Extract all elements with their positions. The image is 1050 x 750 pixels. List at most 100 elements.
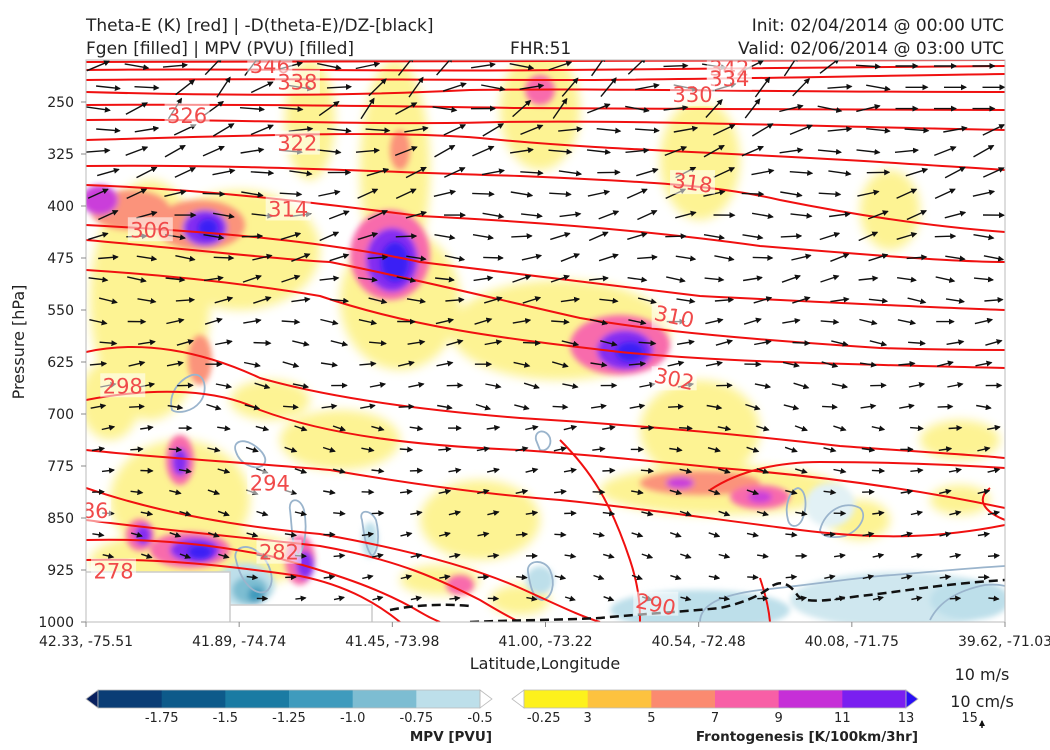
- wind-vector: [439, 574, 451, 581]
- theta-e-label-bg: [651, 303, 697, 328]
- wind-vector: [368, 297, 388, 305]
- wind-vector: [795, 510, 808, 517]
- wind-vector: [717, 468, 731, 474]
- wind-vector: [910, 425, 924, 432]
- wind-vector: [136, 210, 158, 219]
- wind-vector: [708, 574, 721, 581]
- fgen-colorbar-label: Frontogenesis [K/100km/3hr]: [696, 729, 918, 745]
- theta-e-contour-line: [86, 538, 441, 622]
- wind-vector: [323, 489, 336, 496]
- wind-vector: [526, 595, 538, 602]
- wind-vector: [97, 167, 120, 177]
- wind-vector: [448, 467, 462, 474]
- wind-vector: [218, 553, 230, 559]
- wind-vector: [602, 510, 616, 517]
- wind-vector: [714, 296, 735, 303]
- wind-vector: [512, 317, 532, 324]
- wind-vector: [706, 404, 723, 411]
- wind-vector: [516, 574, 528, 581]
- colorbar-swatch: [778, 690, 843, 708]
- wind-vector: [239, 106, 265, 113]
- wind-vector: [821, 361, 839, 368]
- wind-vector: [592, 446, 606, 453]
- wind-vector: [742, 275, 763, 282]
- wind-vector: [442, 82, 467, 92]
- wind-vector: [207, 489, 221, 496]
- wind-vector: [869, 340, 888, 347]
- wind-vector: [550, 232, 571, 241]
- x-tick-label: 41.89, -74.74: [192, 634, 286, 650]
- wind-vector: [667, 360, 685, 367]
- wind-vector: [554, 574, 567, 581]
- wind-vector: [856, 104, 881, 113]
- wind-vector: [779, 147, 804, 154]
- wind-vector: [280, 232, 302, 241]
- wind-vector: [89, 319, 108, 326]
- wind-vector: [449, 552, 461, 559]
- wind-vector: [785, 531, 798, 538]
- wind-vector: [476, 446, 491, 453]
- wind-vector: [596, 127, 622, 134]
- x-tick-label: 39.62, -71.03: [958, 634, 1050, 650]
- y-tick-label: 325: [47, 147, 74, 163]
- wind-vector: [781, 274, 801, 283]
- theta-e-label: 314: [268, 197, 308, 221]
- wind-vector: [520, 169, 544, 176]
- wind-vector: [939, 488, 952, 495]
- wind-vector: [911, 552, 923, 559]
- wind-vector: [515, 488, 529, 495]
- wind-vector: [292, 340, 310, 347]
- wind-vector: [600, 340, 618, 347]
- wind-vector: [137, 339, 156, 346]
- init-time: Init: 02/04/2014 @ 00:00 UTC: [752, 16, 1004, 36]
- wind-vector: [859, 318, 878, 326]
- wind-vector: [638, 340, 657, 347]
- wind-vector: [669, 531, 682, 538]
- wind-vector: [515, 446, 529, 453]
- wind-vector: [484, 339, 503, 346]
- wind-vector: [563, 424, 578, 431]
- wind-vector: [164, 144, 186, 158]
- wind-vector: [551, 318, 570, 325]
- wind-vector: [86, 147, 111, 154]
- wind-vector: [554, 531, 567, 538]
- wind-vector: [395, 102, 418, 115]
- wind-vector: [908, 340, 926, 347]
- wind-vector: [901, 574, 913, 581]
- wind-vector: [944, 166, 966, 179]
- wind-vector: [947, 382, 964, 388]
- terrain-mask: [86, 572, 372, 622]
- wind-vector: [212, 212, 235, 220]
- wind-vector: [124, 63, 150, 71]
- wind-vector: [668, 403, 684, 410]
- theta-e-label: 298: [103, 374, 143, 398]
- wind-vector: [169, 489, 182, 496]
- wind-vector: [907, 297, 927, 305]
- wind-vector: [675, 210, 697, 219]
- wind-vector: [136, 255, 158, 262]
- wind-vector: [445, 296, 465, 303]
- wind-vector: [332, 468, 346, 474]
- wind-vector: [627, 232, 648, 240]
- wind-vector: [367, 254, 389, 261]
- theta-e-label-bg: [100, 373, 146, 398]
- wind-vector: [934, 146, 957, 157]
- wind-vector: [432, 106, 458, 113]
- wind-vector: [328, 210, 350, 220]
- wind-vector: [485, 383, 502, 389]
- wind-vector: [166, 317, 185, 325]
- wind-vector: [718, 553, 731, 559]
- theta-e-label-bg: [247, 470, 293, 495]
- wind-vector: [782, 317, 801, 324]
- wind-vector: [483, 254, 504, 261]
- wind-vector: [372, 595, 384, 602]
- wind-vector: [855, 63, 881, 70]
- wind-vector: [936, 360, 954, 367]
- fgen-colorbar: 3 5 7 9 11 13 15: [511, 689, 978, 726]
- wind-vector: [246, 574, 259, 581]
- theta-e-label-bg: [86, 498, 112, 523]
- wind-vector: [977, 488, 991, 495]
- wind-vector: [244, 404, 261, 411]
- colorbar-outline: [523, 689, 907, 709]
- colorbar-tick-label: -1.25: [272, 711, 306, 726]
